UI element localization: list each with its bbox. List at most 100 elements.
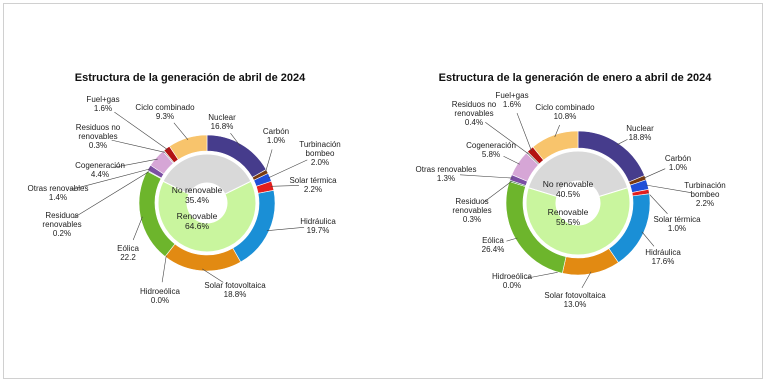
segment-name: Residuos renovables — [452, 197, 492, 216]
leader-line — [114, 111, 169, 151]
leader-line — [71, 168, 151, 190]
leader-line — [111, 139, 165, 153]
segment-name: Otras renovables — [415, 164, 477, 174]
segment-value: 9.3% — [155, 112, 175, 121]
leader-line — [267, 159, 308, 179]
segment-name: Solar térmica — [289, 175, 337, 185]
leader-line — [525, 271, 563, 279]
chart-title-text: Estructura de la generación de enero a a… — [438, 72, 712, 84]
center-name: No renovable — [171, 185, 223, 196]
segment-value: 1.0% — [668, 163, 688, 172]
segment-value: 1.6% — [502, 100, 522, 109]
segment-name: Solar fotovoltaica — [204, 280, 266, 290]
center-value: 35.4% — [184, 195, 210, 205]
segment-value: 1.4% — [48, 193, 68, 202]
segment-value: 0.2% — [52, 229, 72, 239]
segment-label: Turbinación bombeo 2.0% — [299, 140, 341, 168]
segment-name: Residuos renovables — [42, 211, 82, 230]
segment-name: Ciclo combinado — [535, 102, 595, 112]
segment-label: Turbinación bombeo 2.2% — [684, 181, 726, 209]
segment-name: Residuos no renovables — [451, 100, 497, 119]
leader-line — [73, 171, 150, 218]
segment-name: Eólica — [482, 235, 504, 245]
segment-value: 26.4% — [481, 245, 505, 254]
segment-label: Solar térmica 1.0% — [653, 215, 700, 233]
leader-line — [459, 174, 513, 179]
leader-line — [646, 191, 668, 214]
leader-line — [270, 185, 300, 187]
segment-label: Hidráulica 19.7% — [300, 217, 336, 235]
segment-label: Fuel+gas 1.6% — [86, 95, 119, 113]
center-name: Renovable — [176, 211, 218, 222]
segment-name: Turbinación bombeo — [299, 140, 341, 159]
leader-line — [265, 149, 273, 173]
segment-name: Nuclear — [208, 112, 236, 122]
segment-value: 0.0% — [150, 296, 170, 305]
leader-line — [581, 271, 592, 288]
segment-label: Ciclo combinado 9.3% — [135, 103, 194, 121]
segment-label: Hidráulica 17.6% — [645, 248, 681, 266]
leader-line — [516, 112, 532, 151]
segment-name: Solar fotovoltaica — [544, 290, 606, 300]
segment-label: Solar fotovoltaica 18.8% — [204, 281, 265, 299]
segment-label: Residuos renovables 0.2% — [42, 211, 81, 239]
chart-title-text: Estructura de la generación de abril de … — [74, 72, 306, 84]
segment-label: Nuclear 16.8% — [208, 113, 236, 131]
segment-name: Fuel+gas — [495, 90, 529, 100]
center-name: Renovable — [547, 207, 589, 218]
segment-label: Otras renovables 1.3% — [416, 165, 477, 183]
leader-line — [202, 268, 224, 283]
center-segment — [157, 180, 257, 253]
segment-value: 10.8% — [553, 112, 577, 121]
center-segment — [162, 153, 252, 195]
segment-name: Fuel+gas — [86, 94, 120, 104]
segment-label: Cogeneración 5.8% — [466, 141, 516, 159]
segment-name: Ciclo combinado — [135, 102, 195, 112]
segment-label: Residuos no renovables 0.4% — [452, 100, 496, 128]
segment-label: Carbón 1.0% — [665, 154, 691, 172]
segment-name: Eólica — [117, 243, 139, 253]
leader-line — [485, 122, 529, 154]
frame — [3, 3, 763, 379]
center-label: Renovable 64.6% — [176, 211, 218, 232]
chart-title: Estructura de la generación de enero a a… — [439, 72, 712, 84]
segment-label: Ciclo combinado 10.8% — [535, 103, 594, 121]
leader-line — [503, 155, 520, 165]
segment-value: 1.0% — [667, 224, 687, 233]
segment-value: 2.2% — [303, 185, 323, 194]
segment-value: 4.4% — [90, 170, 110, 179]
segment-value: 1.6% — [93, 104, 113, 113]
segment-label: Cogeneración 4.4% — [75, 161, 125, 179]
segment-label: Residuos no renovables 0.3% — [76, 123, 120, 151]
segment-value: 2.0% — [310, 158, 330, 168]
segment-name: Turbinación bombeo — [684, 181, 726, 200]
segment-label: Fuel+gas 1.6% — [495, 91, 528, 109]
segment-value: 18.8% — [223, 290, 247, 299]
leader-line — [113, 158, 158, 168]
segment-label: Residuos renovables 0.3% — [452, 197, 491, 225]
segment-label: Solar térmica 2.2% — [289, 176, 336, 194]
segment-label: Nuclear 18.8% — [626, 124, 654, 142]
leader-line — [266, 226, 305, 231]
center-segment — [525, 187, 631, 256]
donut-segment — [532, 130, 579, 161]
center-name: No renovable — [542, 179, 594, 190]
segment-value: 0.3% — [88, 141, 108, 151]
center-label: Renovable 59.5% — [547, 207, 589, 228]
segment-name: Hidroeólica — [139, 286, 181, 296]
donut-segment — [169, 134, 208, 161]
leader-line — [161, 254, 167, 283]
segment-name: Nuclear — [626, 123, 654, 133]
center-value: 59.5% — [555, 217, 581, 227]
segment-value: 16.8% — [210, 122, 234, 131]
segment-value: 22.2 — [120, 253, 136, 262]
segment-label: Hidroeólica 0.0% — [140, 287, 180, 305]
leader-line — [230, 132, 241, 147]
segment-value: 13.0% — [563, 300, 587, 309]
segment-value: 0.4% — [464, 118, 484, 128]
segment-name: Otras renovables — [27, 183, 89, 193]
leader-line — [483, 181, 512, 203]
leader-line — [645, 184, 692, 193]
